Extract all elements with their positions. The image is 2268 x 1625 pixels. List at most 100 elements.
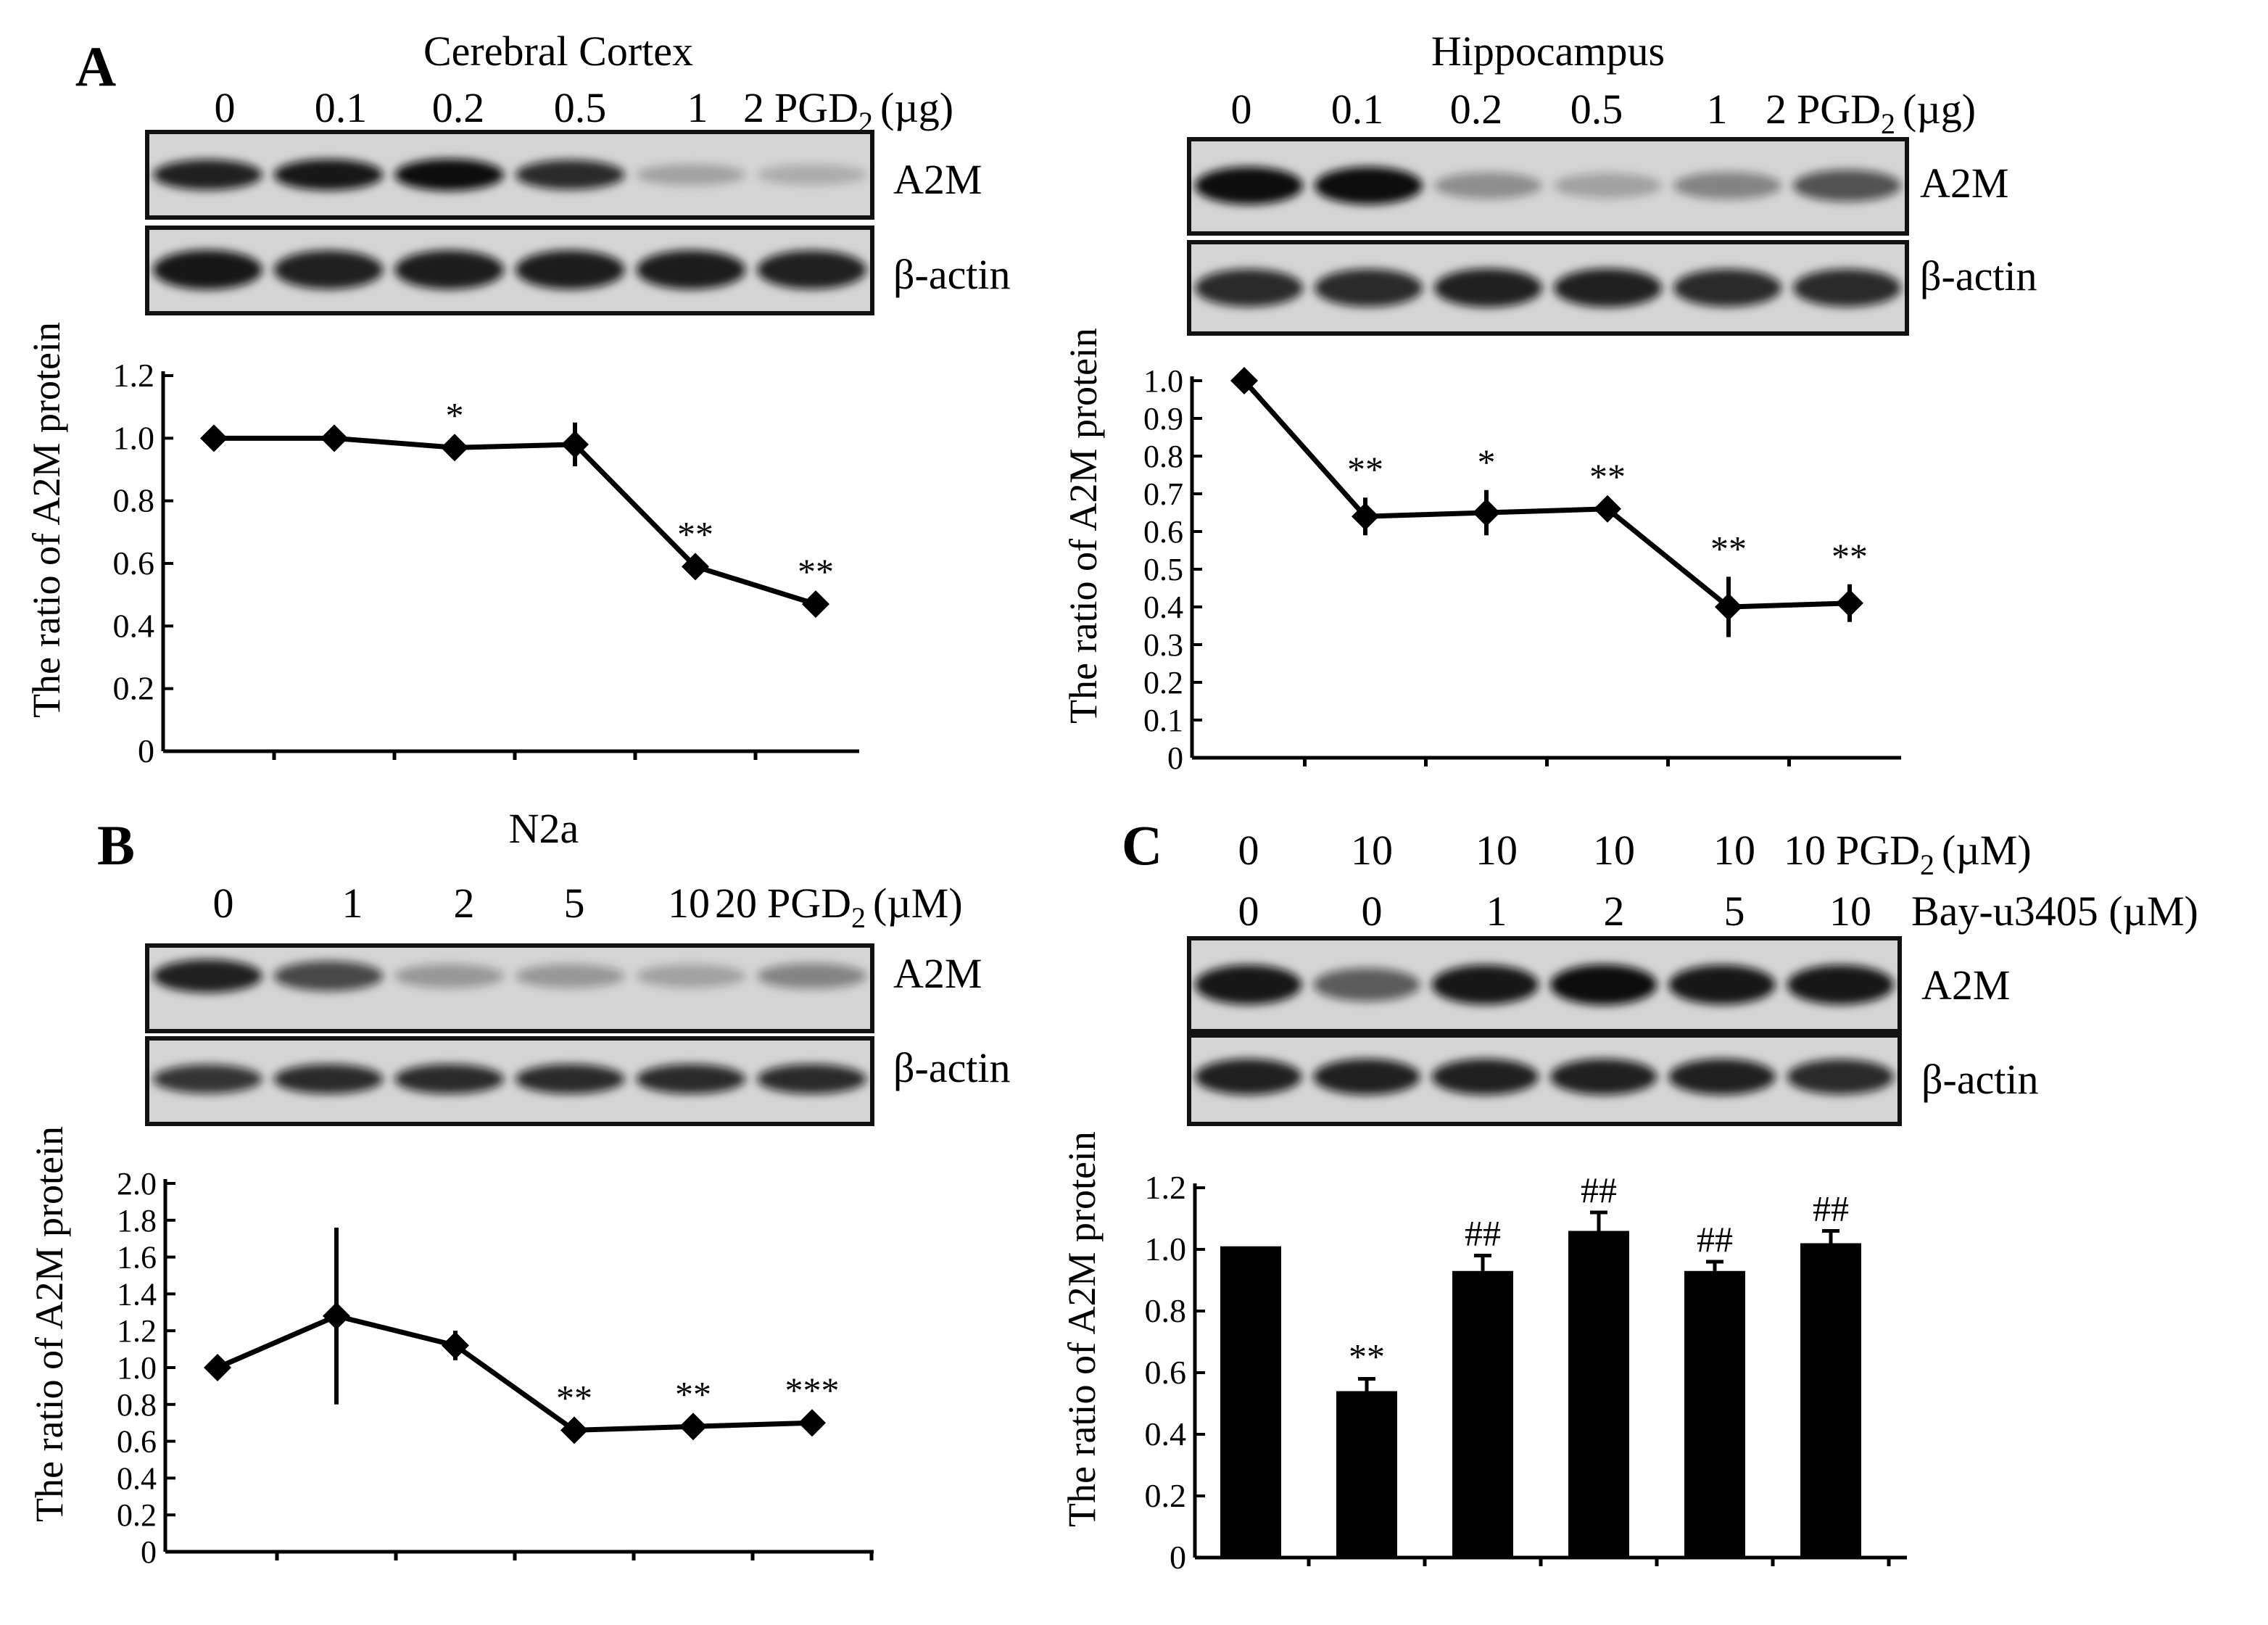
blot-band (1434, 268, 1542, 307)
y-tick-label: 0.8 (113, 482, 155, 519)
unit-subscript: 2 (1920, 848, 1934, 881)
bar (1452, 1270, 1513, 1558)
y-tick-label: 0.5 (1143, 552, 1183, 587)
lane-label: 0.5 (1570, 86, 1623, 133)
unit-subscript: 2 (1881, 107, 1895, 140)
y-tick-label: 0 (1167, 740, 1183, 776)
lane2-unit-label: Bay-u3405 (µM) (1911, 888, 2198, 935)
lane-label: 10 (1784, 827, 1826, 874)
lane-label: 2 (1766, 86, 1787, 133)
blot-band (1550, 964, 1657, 1005)
y-tick-label: 1.8 (117, 1203, 157, 1239)
lane2-label: 5 (1724, 888, 1745, 935)
data-point (1352, 503, 1379, 531)
y-tick-label: 0.1 (1143, 703, 1183, 738)
y-tick-label: 1.2 (113, 357, 155, 394)
y-tick-label: 0.2 (1145, 1477, 1187, 1514)
y-tick-label: 0.4 (117, 1460, 157, 1496)
blot-label: A2M (893, 156, 982, 203)
unit-subscript: 2 (851, 901, 866, 934)
blot-band (1195, 268, 1303, 307)
lane-label: 0 (213, 880, 234, 927)
blot-label: β-actin (1920, 252, 2037, 299)
data-point (560, 1416, 588, 1444)
blot-band (273, 961, 384, 991)
data-point (204, 1354, 231, 1381)
lane2-label: 1 (1486, 888, 1507, 935)
y-tick-label: 1.2 (1145, 1169, 1187, 1206)
blot-band (1787, 964, 1894, 1005)
blot-box (145, 943, 874, 1033)
lane2-label: 0 (1362, 888, 1383, 935)
series-line (216, 1313, 813, 1433)
lane-label: 0.2 (432, 84, 485, 131)
y-tick-label: 1.0 (117, 1350, 157, 1386)
y-tick-label: 0 (1170, 1539, 1186, 1576)
blot-band (1673, 172, 1781, 199)
significance-label: ** (556, 1377, 592, 1418)
blot-band (394, 1064, 505, 1094)
lane-label: 20 (715, 880, 757, 927)
lane-label: 10 (1476, 827, 1518, 874)
lane-label: 5 (564, 880, 585, 927)
lane2-label: 10 (1829, 888, 1871, 935)
lane-label: 0.1 (315, 84, 368, 131)
bar (1800, 1243, 1861, 1558)
y-axis-label: The ratio of A2M protein (25, 322, 68, 718)
data-point (442, 1331, 469, 1360)
blot-band (757, 164, 866, 186)
y-tick-label: 1.0 (113, 419, 155, 456)
data-point (802, 590, 829, 619)
significance-label: ** (1347, 449, 1383, 489)
data-point (1715, 593, 1742, 621)
series-line (214, 435, 817, 607)
blot-band (153, 249, 262, 290)
y-tick-label: 0.9 (1143, 401, 1183, 437)
blot-band (1315, 167, 1423, 204)
y-axis-label: The ratio of A2M protein (28, 1126, 71, 1522)
blot-band (1431, 964, 1539, 1005)
blot-box (145, 1036, 874, 1126)
blot-band (273, 250, 384, 289)
data-point (1230, 367, 1258, 394)
significance-label: ** (1349, 1336, 1385, 1377)
blot-band (757, 1064, 866, 1094)
blot-band (394, 964, 505, 988)
blot-band (1313, 1059, 1420, 1095)
significance-label: ** (677, 513, 713, 554)
blot-band (1195, 964, 1302, 1005)
panel-3: C 0 10 10 10 10 10 PGD2 (µM)0 0 1 2 5 10 Bay-u3405 (µM… (1060, 814, 2198, 1576)
y-tick-label: 0.8 (117, 1387, 157, 1423)
significance-label: * (1478, 442, 1496, 482)
y-tick-label: 0.7 (1143, 476, 1183, 512)
blot-band (1195, 167, 1303, 204)
blot-band (516, 964, 625, 988)
blot-band (757, 963, 866, 989)
blot-band (636, 164, 746, 186)
blot-band (1550, 1059, 1657, 1095)
blot-band (757, 250, 866, 289)
lane-label: 10 (1351, 827, 1393, 874)
y-tick-label: 0.6 (1145, 1354, 1187, 1391)
y-tick-label: 0.6 (1143, 514, 1183, 550)
significance-label: ** (675, 1373, 711, 1414)
blot-box (1187, 240, 1909, 336)
y-tick-label: 0.2 (1143, 665, 1183, 700)
blot-band (153, 959, 262, 993)
y-tick-label: 0.4 (1145, 1415, 1187, 1452)
blot-label: β-actin (893, 1044, 1011, 1091)
significance-label: ## (1581, 1170, 1617, 1210)
bar (1336, 1391, 1397, 1558)
lane-label: 10 (1593, 827, 1635, 874)
blot-band (1793, 268, 1901, 307)
blot-band (516, 1064, 625, 1094)
data-point (200, 424, 228, 452)
data-point (561, 430, 589, 458)
blot-band (1313, 968, 1420, 1001)
blot-band (394, 159, 505, 191)
blot-label: β-actin (1921, 1056, 2039, 1103)
data-point (1594, 495, 1621, 523)
